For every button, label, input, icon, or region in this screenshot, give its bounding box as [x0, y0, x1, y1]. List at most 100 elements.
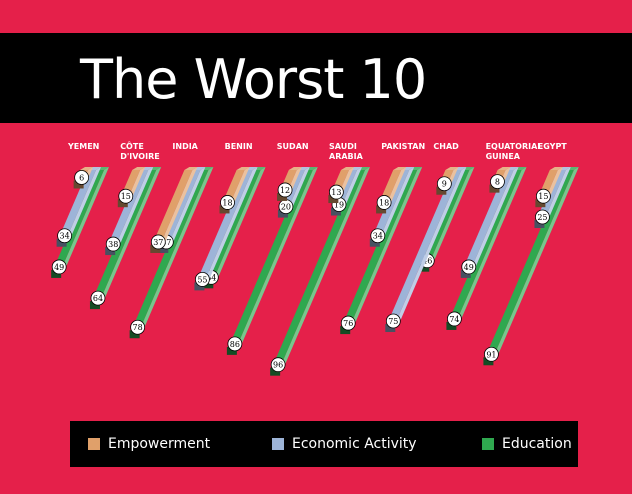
bar-end-economic-activity	[385, 324, 396, 332]
bar-end-education	[270, 367, 281, 376]
page-title: The Worst 10	[80, 48, 427, 111]
bar-economic-activity	[461, 170, 514, 272]
bar-end-empowerment	[328, 195, 339, 204]
bar-end-education	[203, 280, 214, 289]
bar-end-empowerment	[376, 205, 387, 214]
value-label: 55	[197, 275, 207, 284]
legend: Empowerment Economic Activity Education	[70, 421, 578, 467]
value-label: 15	[538, 192, 548, 201]
value-label: 46	[422, 257, 432, 266]
bar-education	[447, 170, 522, 324]
bar-education	[271, 170, 365, 370]
value-label: 12	[280, 186, 290, 195]
bar-top-empowerment	[184, 167, 198, 170]
value-label: 25	[537, 213, 547, 222]
value-label: 91	[486, 350, 496, 359]
legend-swatch-economic-activity	[272, 438, 284, 450]
bar-side-education	[349, 167, 423, 329]
bar-side-empowerment	[159, 167, 198, 247]
bar-side-economic-activity	[340, 167, 362, 210]
category-label: SAUDI ARABIA	[329, 142, 364, 161]
bar-end-empowerment	[73, 180, 84, 189]
bar-end-economic-activity	[534, 220, 545, 228]
bar-top-empowerment	[132, 167, 146, 170]
bar-end-education	[483, 357, 494, 366]
bar-top-empowerment	[497, 167, 511, 170]
bar-end-education	[129, 330, 140, 339]
value-label: 49	[464, 263, 474, 272]
bar-side-education	[455, 167, 527, 324]
legend-label-education: Education	[502, 436, 572, 452]
category-label: YEMEN	[67, 142, 99, 151]
bar-top-empowerment	[288, 167, 302, 170]
bar-end-economic-activity	[277, 209, 288, 218]
bar-end-economic-activity	[194, 282, 205, 291]
bar-side-economic-activity	[65, 167, 101, 241]
value-badge	[461, 259, 477, 275]
bar-end-economic-activity	[331, 207, 342, 216]
value-label: 18	[379, 198, 389, 207]
bar-top-empowerment	[549, 167, 563, 170]
category-label: INDIA	[172, 142, 198, 151]
bar-top-empowerment	[80, 167, 93, 170]
value-badge	[74, 170, 90, 185]
bar-education	[227, 170, 313, 349]
value-badge	[535, 209, 550, 225]
value-badge	[118, 188, 134, 204]
bar-economic-activity	[195, 170, 253, 285]
bar-empowerment	[151, 170, 193, 247]
value-label: 76	[343, 319, 353, 328]
value-badge	[270, 357, 286, 373]
value-label: 37	[161, 238, 171, 247]
bar-side-education	[428, 167, 475, 266]
bar-side-education	[279, 167, 370, 370]
bar-end-education	[226, 346, 237, 355]
category-label: CÔTE D'IVOIRE	[120, 140, 160, 161]
bar-end-empowerment	[277, 192, 288, 201]
bar-end-education	[89, 301, 100, 310]
bar-top-empowerment	[445, 167, 459, 170]
bar-side-economic-activity	[114, 167, 154, 250]
value-label: 37	[153, 238, 163, 247]
legend-swatch-empowerment	[88, 438, 100, 450]
bar-end-empowerment	[117, 199, 128, 208]
legend-item-economic-activity: Economic Activity	[272, 421, 417, 467]
bar-side-economic-activity	[286, 167, 310, 212]
value-label: 34	[373, 232, 383, 241]
value-badge	[51, 259, 67, 275]
legend-label-empowerment: Empowerment	[108, 436, 211, 452]
bar-side-education	[138, 167, 214, 333]
value-badge	[535, 188, 551, 204]
value-badge	[436, 176, 452, 192]
bar-side-economic-activity	[543, 167, 571, 222]
value-label: 74	[449, 315, 459, 324]
bar-education	[484, 170, 574, 360]
bar-end-economic-activity	[460, 269, 471, 278]
category-label: EGYPT	[538, 142, 568, 151]
value-label: 9	[442, 180, 447, 189]
bar-end-empowerment	[489, 184, 500, 193]
bar-end-economic-activity	[105, 247, 116, 256]
value-label: 54	[206, 273, 216, 282]
bar-side-economic-activity	[378, 167, 415, 241]
bar-economic-activity	[106, 170, 149, 250]
value-badge	[277, 182, 293, 198]
value-label: 6	[79, 173, 84, 182]
bar-end-education	[419, 263, 430, 272]
bar-top-empowerment	[393, 167, 407, 170]
value-badge	[195, 271, 210, 287]
category-label: BENIN	[225, 142, 253, 151]
value-badge	[150, 234, 166, 250]
bar-end-empowerment	[535, 199, 546, 208]
legend-swatch-education	[482, 438, 494, 450]
bar-side-economic-activity	[167, 167, 206, 247]
value-label: 19	[334, 201, 344, 210]
value-label: 78	[133, 323, 143, 332]
bar-end-empowerment	[219, 205, 230, 214]
value-label: 20	[281, 203, 291, 212]
value-label: 86	[230, 340, 240, 349]
category-label: EQUATORIAL GUINEA	[486, 142, 543, 161]
value-badge	[57, 228, 72, 244]
value-label: 13	[331, 188, 341, 197]
